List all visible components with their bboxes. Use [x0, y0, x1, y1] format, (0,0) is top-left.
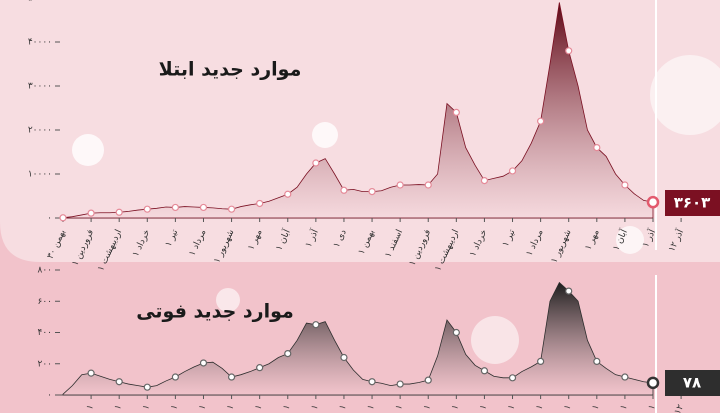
y-tick-label: ۰: [47, 391, 52, 401]
x-tick-label: ۱: [169, 403, 180, 412]
point: [284, 349, 292, 358]
point: [115, 208, 123, 216]
point: [256, 199, 264, 208]
x-tick-label: ۱: [647, 403, 658, 412]
y-tick-label: ۲۰۰۰۰: [28, 126, 52, 136]
point: [256, 364, 264, 372]
point: [143, 383, 151, 391]
point: [312, 321, 320, 329]
x-tick-label: ۱: [394, 403, 405, 412]
point: [452, 328, 460, 337]
x-tick-label: ۱: [85, 403, 96, 412]
x-tick-label: ۱: [534, 403, 545, 412]
point: [143, 205, 151, 213]
point: [537, 117, 545, 125]
point: [59, 214, 67, 222]
point: [199, 203, 208, 212]
chart-title: موارد جدید فوتی: [136, 301, 294, 323]
point: [340, 353, 348, 362]
point: [565, 47, 573, 55]
point: [396, 380, 404, 388]
point: [593, 144, 601, 152]
x-tick-label: ۱۲: [673, 403, 686, 413]
point: [480, 177, 489, 185]
point: [199, 359, 208, 367]
top-panel: [0, 0, 720, 262]
x-tick-label: ۱: [225, 403, 236, 412]
last-point: [646, 195, 660, 209]
y-tick-label: ۳۰۰۰۰: [28, 82, 52, 92]
point: [452, 108, 460, 117]
point: [227, 373, 236, 381]
y-tick-label: ۱۰۰۰۰: [28, 170, 52, 180]
x-tick-label: ۱: [591, 403, 602, 412]
point: [171, 203, 179, 212]
last-point: [646, 376, 660, 390]
point: [508, 374, 517, 382]
x-tick-label: ۱: [113, 403, 124, 412]
y-tick-label: ۸۰۰: [37, 266, 52, 276]
value-label: ۷۸: [683, 374, 701, 392]
x-tick-label: ۱: [422, 403, 433, 412]
point: [368, 188, 376, 196]
x-tick-label: ۱: [282, 403, 293, 412]
y-tick-label: ۶۰۰: [37, 297, 52, 307]
x-tick-label: ۱: [478, 403, 489, 412]
point: [227, 205, 236, 213]
x-tick-label: ۱: [619, 403, 630, 412]
x-tick-label: ۱: [338, 403, 349, 412]
chart-title: موارد جدید ابتلا: [159, 59, 302, 81]
point: [396, 181, 404, 189]
point: [621, 373, 629, 381]
point: [508, 167, 517, 175]
point: [565, 287, 573, 295]
x-tick-label: ۱: [506, 403, 517, 412]
point: [87, 209, 95, 217]
point: [593, 357, 601, 366]
badge: [665, 370, 720, 396]
x-tick-label: ۱: [563, 403, 574, 412]
y-tick-label: ۲۰۰: [37, 359, 52, 369]
point: [312, 159, 320, 167]
x-tick-label: ۱: [254, 403, 265, 412]
badge: [665, 190, 720, 216]
y-tick-label: ۰: [47, 214, 52, 224]
point: [115, 378, 123, 386]
point: [424, 376, 432, 384]
virus-icon: [72, 134, 104, 166]
x-tick-label: ۱: [197, 403, 208, 412]
virus-icon: [650, 55, 720, 135]
point: [284, 190, 292, 198]
point: [537, 357, 545, 366]
x-tick-label: ۱: [450, 403, 461, 412]
virus-icon: [216, 288, 240, 312]
value-label: ۳۶۰۳: [674, 194, 711, 212]
x-tick-label: ۱: [141, 403, 152, 412]
point: [171, 373, 179, 381]
virus-icon: [616, 226, 644, 254]
point: [480, 367, 489, 375]
y-tick-label: ۴۰۰: [37, 328, 52, 338]
point: [87, 369, 95, 377]
x-tick-label: ۱: [366, 403, 377, 412]
y-tick-label: ۴۰۰۰۰: [28, 38, 52, 48]
point: [368, 378, 376, 386]
point: [340, 186, 348, 194]
virus-icon: [312, 122, 338, 148]
x-tick-label: ۱: [310, 403, 321, 412]
point: [621, 181, 629, 189]
y-tick-label: ۵۰۰۰۰: [28, 0, 52, 4]
virus-icon: [471, 316, 519, 364]
point: [424, 181, 432, 189]
